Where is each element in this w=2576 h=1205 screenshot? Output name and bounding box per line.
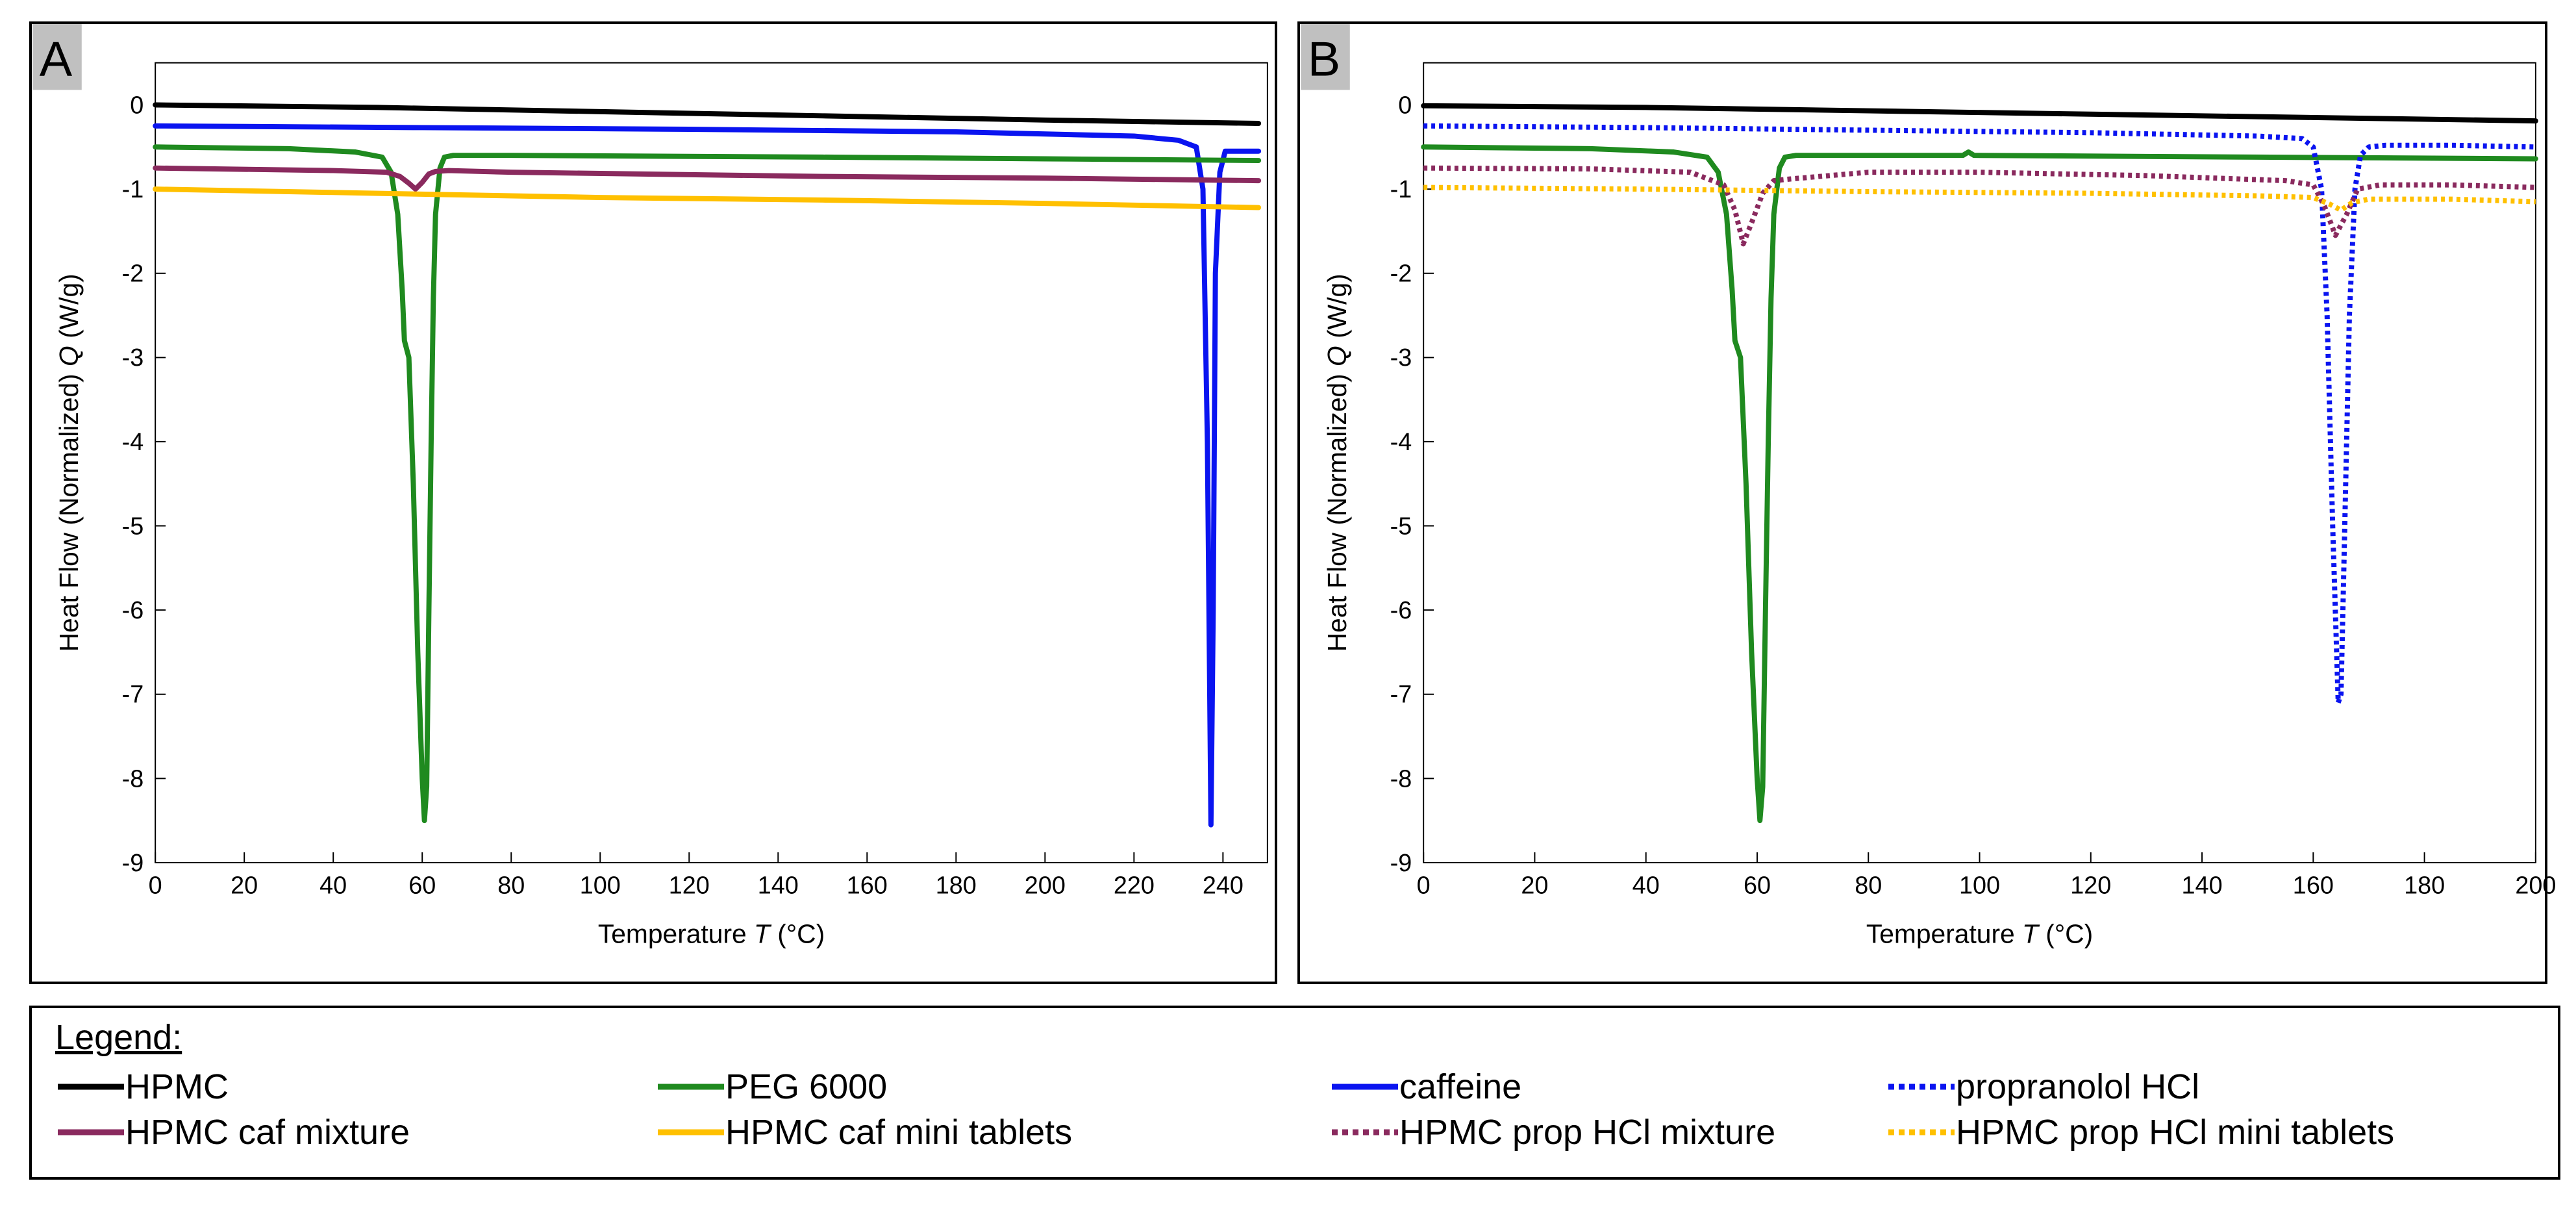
chart-a-plot-frame xyxy=(155,62,1268,863)
chart-a-series-hpmc xyxy=(153,102,1262,126)
chart-a-y-tick-label: -9 xyxy=(122,850,144,877)
chart-a-x-tick-label: 200 xyxy=(1025,872,1066,900)
legend-item-propranolol-hcl: propranolol HCl xyxy=(1886,1065,2199,1108)
legend-item-hpmc-caf-mixture: HPMC caf mixture xyxy=(55,1111,410,1154)
chart-b-plot-frame xyxy=(1423,62,2536,863)
chart-b-y-tick-label: -6 xyxy=(1390,597,1412,624)
chart-b-series-hpmc xyxy=(1421,103,2538,124)
chart-a-y-tick-label: -8 xyxy=(122,765,144,793)
chart-b-x-tick-label: 0 xyxy=(1417,872,1431,900)
chart-b-x-tick-label: 140 xyxy=(2182,872,2223,900)
chart-b-x-tick-label: 180 xyxy=(2404,872,2445,900)
chart-a-y-tick-label: 0 xyxy=(130,92,144,119)
chart-a-x-tick-label: 120 xyxy=(669,872,710,900)
chart-b-x-tick-label: 200 xyxy=(2515,872,2556,900)
chart-b-y-tick-label: -2 xyxy=(1390,260,1412,288)
chart-b-y-tick-label: -4 xyxy=(1390,429,1412,456)
chart-b-y-tick-label: -1 xyxy=(1390,176,1412,203)
chart-b-series-hpmc-prop-hcl-mini-tablets xyxy=(1423,184,2536,213)
chart-a-x-tick-label: 160 xyxy=(847,872,888,900)
chart-b-x-tick-label: 120 xyxy=(2070,872,2111,900)
chart-a-y-tick-label: -5 xyxy=(122,513,144,540)
legend-item-hpmc-caf-mini-tablets: HPMC caf mini tablets xyxy=(655,1111,1072,1154)
chart-a-series-hpmc-caf-mixture xyxy=(153,165,1262,192)
chart-a-svg: A 0 20 40 60 80 100 120 140 160 180 200 220 240 0 -1 -2… xyxy=(32,24,1268,948)
chart-a-y-tick-label: -4 xyxy=(122,429,144,456)
panel-b-label-box xyxy=(1301,24,1350,90)
chart-a-x-tick-label: 80 xyxy=(497,872,525,900)
legend-item-label: HPMC prop HCl mixture xyxy=(1399,1113,1776,1152)
chart-b-x-tick-label: 60 xyxy=(1744,872,1771,900)
chart-b-series-hpmc-prop-hcl-mixture xyxy=(1423,165,2536,247)
chart-a-x-tick-label: 100 xyxy=(580,872,621,900)
chart-panel-b: B 0 20 40 60 80 100 120 140 160 180 200 0 -1 -2 -3 -4 -5… xyxy=(1297,21,2556,984)
chart-a-x-tick-label: 220 xyxy=(1114,872,1155,900)
legend-item-label: HPMC caf mini tablets xyxy=(725,1113,1073,1152)
legend-swatch xyxy=(58,1129,124,1135)
legend-swatch xyxy=(658,1084,724,1090)
legend-box: Legend: HPMC PEG 6000 caffeine propranolol … xyxy=(29,1006,2560,1180)
chart-b-y-axis-label: Heat Flow (Normalized) Q (W/g) xyxy=(1322,273,1352,652)
chart-b-y-tick-label: -5 xyxy=(1390,513,1412,540)
chart-a-y-tick-label: -6 xyxy=(122,597,144,624)
chart-b-x-axis-label: Temperature T (°C) xyxy=(1866,919,2093,948)
panel-a-label-box xyxy=(32,24,82,90)
chart-b-x-tick-label: 100 xyxy=(1959,872,2000,900)
chart-b-x-tick-label: 20 xyxy=(1521,872,1548,900)
chart-b-x-tick-label: 40 xyxy=(1632,872,1660,900)
chart-b-y-tick-label: -8 xyxy=(1390,765,1412,793)
legend-item-label: HPMC caf mixture xyxy=(125,1113,410,1152)
chart-b-y-tick-label: 0 xyxy=(1398,92,1412,119)
chart-a-x-tick-label: 240 xyxy=(1203,872,1244,900)
chart-b-y-tick-label: -3 xyxy=(1390,344,1412,372)
legend-item-label: caffeine xyxy=(1399,1067,1522,1106)
chart-a-y-axis-label: Heat Flow (Normalized) Q (W/g) xyxy=(54,273,84,652)
chart-b-y-tick-label: -7 xyxy=(1390,681,1412,709)
panel-a-label: A xyxy=(40,32,73,87)
legend-item-peg-6000: PEG 6000 xyxy=(655,1065,887,1108)
chart-a-y-tick-label: -1 xyxy=(122,176,144,203)
chart-a-y-tick-label: -7 xyxy=(122,681,144,709)
chart-a-x-tick-label: 20 xyxy=(231,872,258,900)
chart-a-x-tick-label: 40 xyxy=(319,872,347,900)
legend-item-label: HPMC prop HCl mini tablets xyxy=(1956,1113,2395,1152)
chart-b-x-tick-label: 160 xyxy=(2293,872,2334,900)
legend-title: Legend: xyxy=(55,1018,182,1057)
chart-a-x-tick-label: 180 xyxy=(936,872,977,900)
chart-a-x-tick-label: 140 xyxy=(758,872,799,900)
chart-b-y-tick-label: -9 xyxy=(1390,850,1412,877)
panel-b-label: B xyxy=(1308,32,1340,87)
legend-swatch xyxy=(1332,1084,1398,1090)
chart-a-series-caffeine xyxy=(153,123,1262,828)
chart-a-y-tick-label: -2 xyxy=(122,260,144,288)
chart-b-series-peg-6000 xyxy=(1421,144,2538,824)
chart-a-x-tick-label: 0 xyxy=(149,872,162,900)
legend-item-caffeine: caffeine xyxy=(1329,1065,1521,1108)
legend-item-label: propranolol HCl xyxy=(1956,1067,2200,1106)
legend-item-hpmc-prop-hcl-mixture: HPMC prop HCl mixture xyxy=(1329,1111,1775,1154)
legend-item-label: PEG 6000 xyxy=(725,1067,888,1106)
legend-swatch xyxy=(1332,1129,1398,1135)
legend-item-hpmc: HPMC xyxy=(55,1065,229,1108)
chart-panel-a: A 0 20 40 60 80 100 120 140 160 180 200 220 240 0 -1 -2… xyxy=(29,21,1277,984)
chart-a-x-axis-label: Temperature T (°C) xyxy=(598,919,825,948)
legend-item-label: HPMC xyxy=(125,1067,229,1106)
legend-swatch xyxy=(1888,1084,1955,1090)
chart-a-y-tick-label: -3 xyxy=(122,344,144,372)
legend-swatch xyxy=(1888,1129,1955,1135)
chart-a-x-tick-label: 60 xyxy=(408,872,436,900)
legend-swatch xyxy=(58,1084,124,1090)
chart-b-x-tick-label: 80 xyxy=(1855,872,1882,900)
legend-item-hpmc-prop-hcl-mini-tablets: HPMC prop HCl mini tablets xyxy=(1886,1111,2394,1154)
chart-a-series-hpmc-caf-mini-tablets xyxy=(153,186,1262,210)
legend-swatch xyxy=(658,1129,724,1135)
chart-b-svg: B 0 20 40 60 80 100 120 140 160 180 200 0 -1 -2 -3 -4 -5… xyxy=(1301,24,2556,948)
chart-a-series-peg-6000 xyxy=(153,144,1262,824)
chart-b-series-propranolol-hcl xyxy=(1423,123,2536,705)
